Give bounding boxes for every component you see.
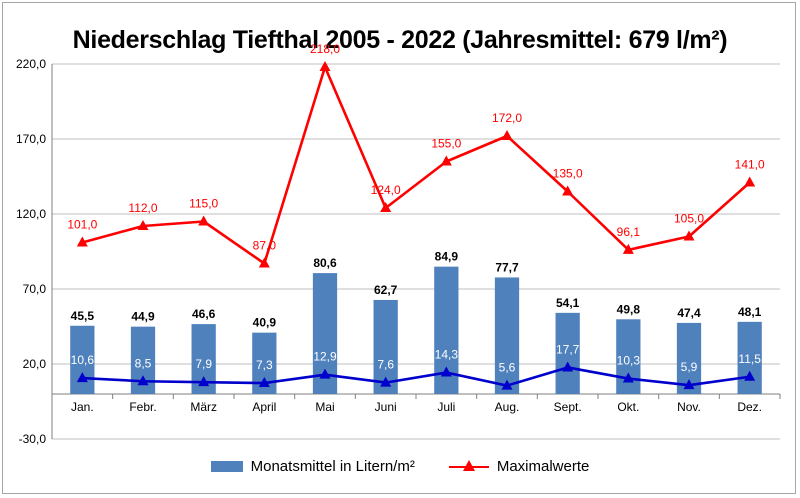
legend-item-max: Maximalwerte xyxy=(448,458,590,475)
max-series-line xyxy=(81,65,751,265)
max-series-marker xyxy=(683,230,695,241)
legend-item-bars: Monatsmittel in Litern/m² xyxy=(210,458,415,475)
max-series-marker xyxy=(562,185,574,196)
min-data-label: 7,6 xyxy=(377,358,394,372)
min-series-marker xyxy=(501,379,513,390)
max-series-marker xyxy=(380,202,392,212)
max-data-label: 218,0 xyxy=(310,42,340,56)
bar-data-label: 49,8 xyxy=(617,302,641,316)
min-series-marker xyxy=(137,375,149,386)
bar xyxy=(70,325,95,394)
min-series-marker xyxy=(683,379,695,390)
x-tick-label: Juni xyxy=(375,400,397,414)
legend-label-max: Maximalwerte xyxy=(496,458,590,475)
min-data-label: 10,6 xyxy=(71,353,95,367)
max-data-label: 96,1 xyxy=(617,225,641,239)
min-data-label: 5,6 xyxy=(499,361,516,375)
max-data-label: 141,0 xyxy=(735,158,765,172)
y-tick-label: 70,0 xyxy=(23,282,47,296)
y-tick-label: 120,0 xyxy=(16,207,46,221)
x-tick-label: Mai xyxy=(315,400,334,414)
bar-data-label: 40,9 xyxy=(253,316,277,330)
x-tick-label: März xyxy=(190,400,217,414)
bar xyxy=(494,277,520,394)
bar-data-label: 44,9 xyxy=(131,310,155,324)
min-data-label: 8,5 xyxy=(135,356,152,370)
bar-data-label: 46,6 xyxy=(192,307,216,321)
max-data-label: 87,0 xyxy=(253,239,277,253)
x-tick-label: Juli xyxy=(437,400,455,414)
max-series-marker xyxy=(258,257,270,268)
bar-data-label: 84,9 xyxy=(435,250,459,264)
max-series-marker xyxy=(198,215,210,226)
bar-data-label: 45,5 xyxy=(71,309,95,323)
bar-data-label: 54,1 xyxy=(556,296,580,310)
max-series-marker xyxy=(501,130,513,140)
min-data-label: 14,3 xyxy=(435,348,459,362)
min-series-marker xyxy=(562,361,574,372)
min-data-label: 5,9 xyxy=(681,360,698,374)
y-tick-label: 220,0 xyxy=(16,57,46,71)
chart-legend: Monatsmittel in Litern/m² Maximalwerte xyxy=(0,458,800,475)
max-data-label: 112,0 xyxy=(128,201,157,215)
legend-swatch-bars xyxy=(210,461,243,472)
min-data-label: 7,9 xyxy=(195,357,212,371)
max-series-marker xyxy=(744,176,756,187)
min-data-label: 11,5 xyxy=(738,352,761,366)
max-data-label: 135,0 xyxy=(553,167,583,181)
max-data-label: 101,0 xyxy=(67,218,97,232)
x-tick-label: April xyxy=(252,400,276,414)
max-series-marker xyxy=(137,220,149,230)
bar-data-label: 80,6 xyxy=(313,256,337,270)
min-data-label: 17,7 xyxy=(556,342,580,356)
min-series-marker xyxy=(622,372,634,383)
x-tick-label: Febr. xyxy=(129,400,156,414)
x-tick-label: Okt. xyxy=(617,400,639,414)
min-series-marker xyxy=(744,370,756,381)
min-series-marker xyxy=(76,372,88,383)
bar-data-label: 48,1 xyxy=(738,305,762,319)
min-series-marker xyxy=(319,368,331,379)
max-data-label: 105,0 xyxy=(674,212,704,226)
max-series-marker xyxy=(76,236,88,247)
x-tick-label: Sept. xyxy=(554,400,582,414)
bar xyxy=(555,312,580,394)
bar-data-label: 62,7 xyxy=(374,283,398,297)
max-series-marker xyxy=(440,155,452,166)
max-data-label: 115,0 xyxy=(189,197,218,211)
min-data-label: 7,3 xyxy=(256,358,273,372)
max-data-label: 155,0 xyxy=(431,137,461,151)
legend-swatch-max xyxy=(448,459,489,474)
chart-title: Niederschlag Tiefthal 2005 - 2022 (Jahre… xyxy=(72,26,728,54)
min-data-label: 12,9 xyxy=(313,350,337,364)
min-series-marker xyxy=(258,377,270,388)
max-data-label: 172,0 xyxy=(492,111,522,125)
y-tick-label: 20,0 xyxy=(23,357,47,371)
x-tick-label: Jan. xyxy=(71,400,94,414)
y-tick-label: 170,0 xyxy=(16,132,46,146)
y-tick-label: -30,0 xyxy=(19,432,47,446)
min-series-marker xyxy=(380,376,392,387)
max-series-marker xyxy=(319,61,331,71)
min-series-marker xyxy=(440,366,452,377)
x-tick-label: Aug. xyxy=(495,400,520,414)
min-series-marker xyxy=(198,376,210,387)
bar-data-label: 47,4 xyxy=(677,306,701,320)
legend-label-bars: Monatsmittel in Litern/m² xyxy=(250,458,415,475)
min-series-line xyxy=(82,366,750,387)
max-data-label: 124,0 xyxy=(371,183,401,197)
bar-data-label: 77,7 xyxy=(495,260,519,274)
bar xyxy=(737,321,762,394)
max-series-marker xyxy=(622,243,634,254)
min-data-label: 10,3 xyxy=(617,354,641,368)
x-tick-label: Dez. xyxy=(737,400,762,414)
x-tick-label: Nov. xyxy=(677,400,701,414)
